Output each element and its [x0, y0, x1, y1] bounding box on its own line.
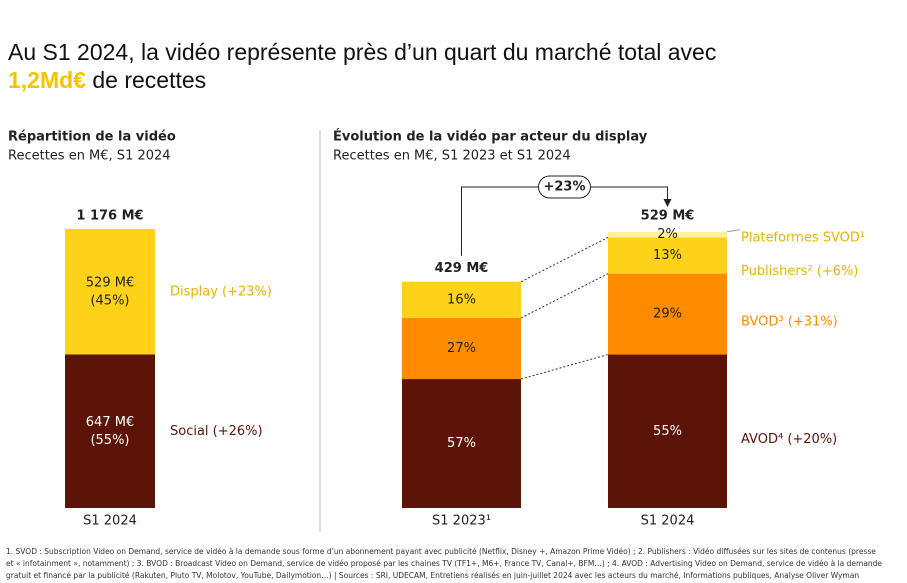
- connector: [520, 236, 609, 283]
- legend-label: Social (+26%): [170, 424, 263, 439]
- total-label: 1 176 M€: [76, 209, 143, 224]
- value-label: 55%: [653, 424, 682, 439]
- legend-label: Display (+23%): [170, 284, 272, 299]
- right-subtitle: Recettes en M€, S1 2023 et S1 2024: [333, 149, 571, 164]
- total-label: 529 M€: [641, 209, 695, 224]
- bar-segment: [608, 354, 727, 508]
- value-label: 2%: [657, 227, 678, 242]
- growth-pill: [538, 175, 591, 199]
- bar-segment: [402, 317, 521, 380]
- value-label: 529 M€: [86, 275, 134, 290]
- value-label: 13%: [653, 248, 682, 263]
- value-label: 647 M€: [86, 415, 134, 430]
- growth-label: +23%: [543, 180, 585, 195]
- connector: [520, 273, 609, 319]
- legend-label: Plateformes SVOD¹: [741, 230, 865, 245]
- footnote: et « infotainment », notamment) ; 3. BVO…: [6, 559, 882, 568]
- bar-segment: [65, 354, 155, 508]
- share-label: (55%): [90, 433, 129, 448]
- value-label: 27%: [447, 341, 476, 356]
- right-title: Évolution de la vidéo par acteur du disp…: [333, 129, 648, 145]
- leader-line: [726, 229, 741, 233]
- total-label: 429 M€: [435, 261, 489, 276]
- footnote: 1. SVOD : Subscription Video on Demand, …: [6, 547, 876, 556]
- bar-segment: [402, 281, 521, 318]
- x-tick-label: S1 2024: [641, 514, 695, 529]
- footnote: gratuit et financé par la publicité (Rak…: [6, 571, 859, 580]
- left-title: Répartition de la vidéo: [8, 130, 176, 145]
- title-highlight: 1,2Md€: [8, 67, 86, 93]
- bar-segment: [608, 237, 727, 274]
- legend-label: BVOD³ (+31%): [741, 315, 838, 330]
- bar-segment: [608, 231, 727, 238]
- value-label: 16%: [447, 292, 476, 307]
- bar-segment: [402, 379, 521, 508]
- left-subtitle: Recettes en M€, S1 2024: [8, 149, 171, 164]
- bar-segment: [608, 273, 727, 355]
- title-rest: de recettes: [92, 67, 206, 93]
- title-line1: Au S1 2024, la vidéo représente près d’u…: [8, 39, 716, 65]
- x-tick-label: S1 2024: [83, 514, 137, 529]
- connector: [520, 354, 609, 380]
- value-label: 29%: [653, 307, 682, 322]
- bar-segment: [65, 229, 155, 355]
- legend-label: Publishers² (+6%): [741, 264, 858, 279]
- share-label: (45%): [90, 293, 129, 308]
- x-tick-label: S1 2023¹: [432, 514, 491, 529]
- legend-label: AVOD⁴ (+20%): [741, 432, 837, 447]
- value-label: 57%: [447, 436, 476, 451]
- title-line2: 1,2Md€ de recettes: [8, 67, 206, 93]
